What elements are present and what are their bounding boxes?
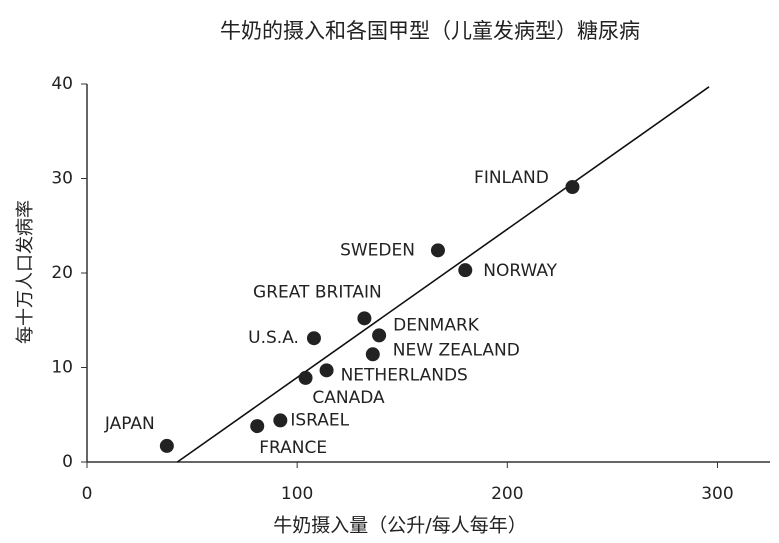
point [365, 347, 380, 362]
x-tick-label: 0 [82, 484, 93, 504]
trend-line [176, 86, 710, 463]
point [430, 243, 445, 258]
point-label: NETHERLANDS [341, 365, 468, 385]
y-tick-label: 0 [62, 452, 73, 472]
x-tick-label: 100 [281, 484, 313, 504]
y-tick-label: 10 [51, 358, 73, 378]
point-label: FINLAND [474, 168, 549, 188]
y-tick-label: 30 [51, 169, 73, 189]
point-label: CANADA [312, 388, 385, 408]
point [319, 363, 334, 378]
point-label: JAPAN [104, 414, 155, 434]
point-label: U.S.A. [248, 328, 299, 348]
point-label: DENMARK [393, 315, 480, 335]
point-label: NEW ZEALAND [393, 340, 520, 360]
point [372, 328, 387, 343]
point [273, 413, 288, 428]
x-axis-title: 牛奶摄入量（公升/每人每年） [273, 515, 526, 537]
point [250, 419, 265, 434]
point-label: ISRAEL [290, 410, 349, 430]
x-tick-label: 300 [701, 484, 733, 504]
point [159, 438, 174, 453]
point-label: NORWAY [483, 261, 557, 281]
y-tick-label: 40 [51, 74, 73, 94]
y-tick-label: 20 [51, 263, 73, 283]
point-label: FRANCE [259, 438, 327, 458]
point [306, 331, 321, 346]
point [565, 180, 580, 195]
point [298, 370, 313, 385]
point [357, 311, 372, 326]
point-label: GREAT BRITAIN [253, 282, 382, 302]
y-axis-title: 每十万人口发病率 [15, 200, 36, 344]
x-tick-label: 200 [491, 484, 523, 504]
point-label: SWEDEN [340, 240, 415, 260]
point [458, 263, 473, 278]
chart-title: 牛奶的摄入和各国甲型（儿童发病型）糖尿病 [220, 19, 640, 43]
